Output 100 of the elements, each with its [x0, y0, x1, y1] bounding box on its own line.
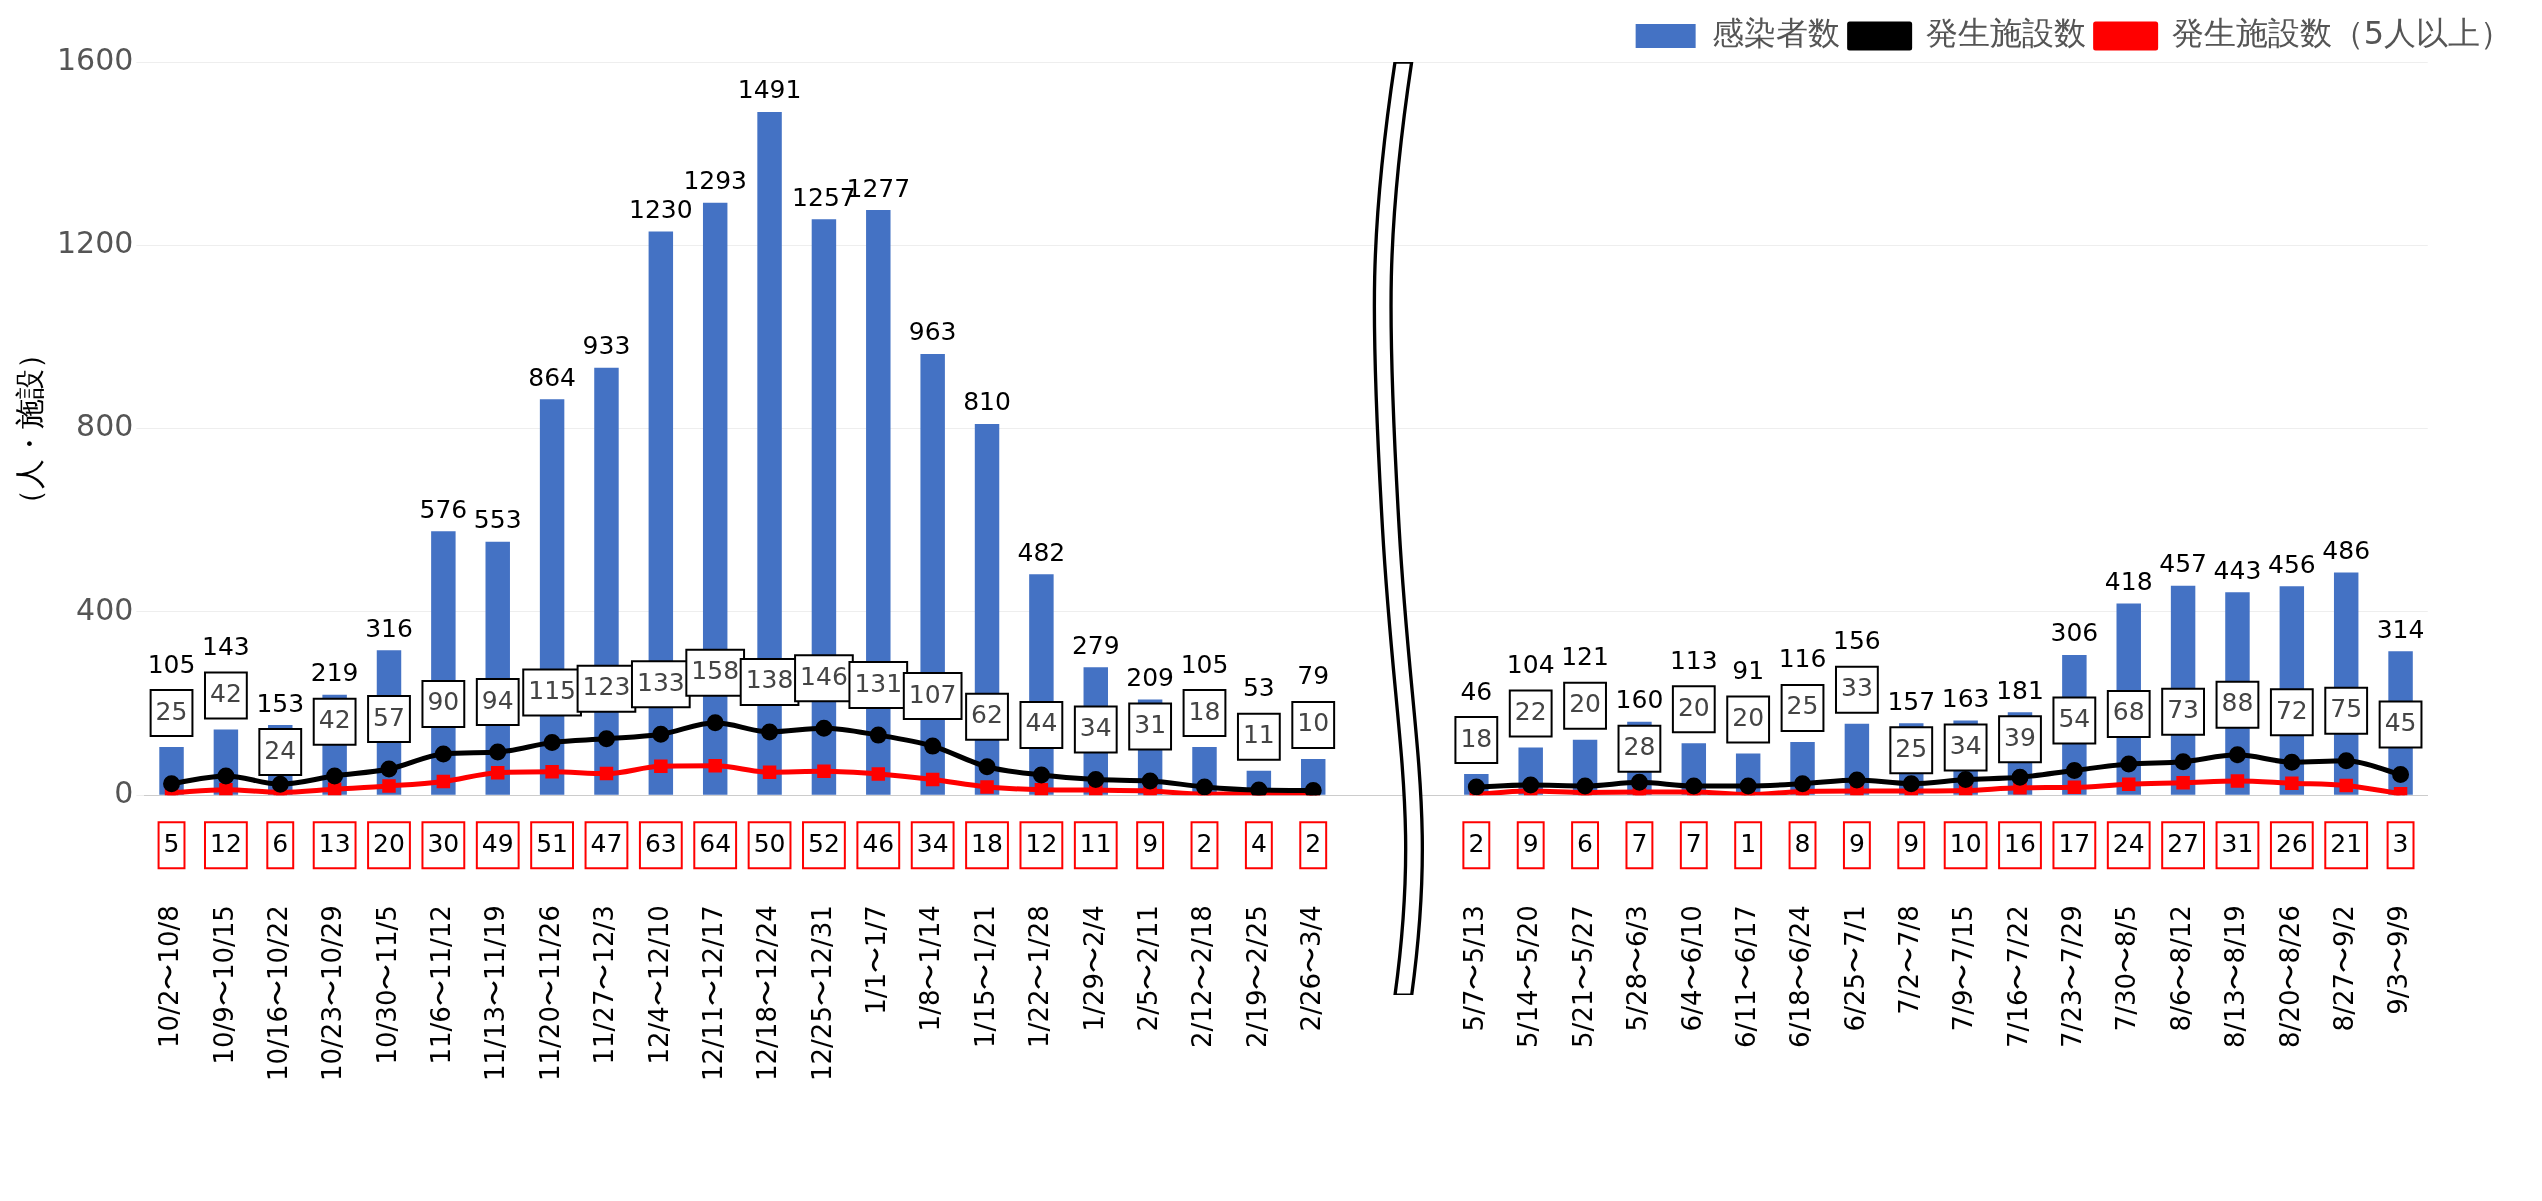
data-label: 5 — [163, 828, 180, 858]
x-tick-label: 8/13〜8/19 — [2220, 905, 2251, 1048]
x-tick-label: 6/4〜6/10 — [1676, 905, 1707, 1032]
data-label: 115 — [528, 675, 576, 705]
data-label: 209 — [1126, 662, 1174, 692]
x-tick-label: 6/25〜7/1 — [1839, 905, 1870, 1032]
data-label: 105 — [1180, 649, 1229, 679]
data-label: 163 — [1941, 683, 1990, 713]
legend-label: 発生施設数 — [1925, 14, 2086, 53]
x-tick-label: 10/16〜10/22 — [263, 905, 294, 1081]
x-tick-label: 12/18〜12/24 — [752, 905, 783, 1081]
data-label: 6 — [272, 828, 289, 858]
legend-label: 発生施設数（5人以上） — [2171, 14, 2512, 53]
data-label: 73 — [2167, 695, 2199, 725]
x-tick-label: 6/11〜6/17 — [1730, 905, 1761, 1048]
data-label: 49 — [481, 828, 514, 858]
data-label: 9 — [1142, 828, 1159, 858]
data-label: 34 — [1079, 713, 1112, 743]
data-label: 53 — [1242, 673, 1275, 703]
data-label: 25 — [1895, 733, 1928, 763]
data-label: 20 — [1677, 692, 1710, 722]
data-label: 146 — [800, 661, 848, 691]
y-tick-label: 1600 — [56, 41, 134, 77]
data-label: 1491 — [737, 75, 802, 105]
data-label: 107 — [908, 679, 957, 709]
x-tick-label: 1/29〜2/4 — [1078, 905, 1109, 1032]
data-label: 279 — [1071, 630, 1120, 660]
x-tick-label: 8/20〜8/26 — [2274, 905, 2305, 1048]
data-label: 72 — [2275, 695, 2308, 725]
data-label: 88 — [2221, 688, 2254, 718]
x-tick-label: 1/15〜1/21 — [969, 905, 1000, 1048]
data-label: 94 — [481, 685, 514, 715]
x-tick-label: 10/2〜10/8 — [154, 905, 185, 1048]
x-tick-label: 5/7〜5/13 — [1459, 905, 1490, 1032]
data-label: 46 — [1460, 676, 1493, 706]
y-tick-label: 400 — [76, 591, 134, 627]
x-tick-label: 8/27〜9/2 — [2328, 905, 2359, 1032]
data-label: 3 — [2392, 828, 2409, 858]
data-label: 42 — [209, 679, 242, 709]
data-label: 113 — [1669, 645, 1718, 675]
data-label: 158 — [691, 656, 740, 686]
data-label: 933 — [582, 331, 631, 361]
data-label: 2 — [1468, 828, 1485, 858]
x-tick-label: 2/26〜3/4 — [1295, 905, 1326, 1032]
data-label: 1293 — [683, 166, 748, 196]
data-label: 64 — [699, 828, 732, 858]
x-tick-label: 10/30〜11/5 — [371, 905, 402, 1065]
data-label: 457 — [2159, 549, 2207, 579]
data-label: 2 — [1196, 828, 1213, 858]
x-tick-label: 9/3〜9/9 — [2383, 905, 2414, 1015]
data-label: 62 — [971, 700, 1003, 730]
data-label: 27 — [2167, 828, 2199, 858]
data-label: 133 — [636, 667, 685, 697]
data-label: 306 — [2050, 618, 2099, 648]
data-label: 17 — [2058, 828, 2091, 858]
data-label: 576 — [419, 494, 468, 524]
data-label: 18 — [971, 828, 1003, 858]
data-label: 181 — [1996, 675, 2044, 705]
data-label: 22 — [1514, 696, 1547, 726]
data-label: 138 — [745, 665, 794, 695]
data-label: 25 — [1786, 691, 1819, 721]
data-label: 219 — [310, 658, 359, 688]
data-label: 79 — [1297, 661, 1330, 691]
x-tick-label: 5/14〜5/20 — [1513, 905, 1544, 1048]
x-tick-label: 12/4〜12/10 — [643, 905, 674, 1065]
data-label: 443 — [2213, 555, 2262, 585]
data-label: 7 — [1685, 828, 1702, 858]
data-label: 314 — [2376, 614, 2425, 644]
x-tick-label: 7/23〜7/29 — [2057, 905, 2088, 1048]
data-label: 54 — [2058, 703, 2091, 733]
data-label: 9 — [1522, 828, 1539, 858]
data-label: 39 — [2004, 722, 2036, 752]
data-label: 50 — [753, 828, 786, 858]
x-tick-label: 1/8〜1/14 — [915, 905, 946, 1032]
y-tick-label: 1200 — [56, 225, 134, 261]
data-label: 160 — [1615, 685, 1664, 715]
data-label: 418 — [2104, 567, 2153, 597]
data-label: 16 — [2004, 828, 2036, 858]
data-label: 31 — [2221, 828, 2254, 858]
data-label: 33 — [1840, 673, 1873, 703]
x-tick-label: 1/1〜1/7 — [861, 905, 892, 1015]
data-label: 30 — [427, 828, 460, 858]
data-label: 28 — [1623, 732, 1656, 762]
data-label: 44 — [1025, 708, 1058, 738]
x-tick-label: 2/5〜2/11 — [1132, 905, 1163, 1032]
x-tick-label: 11/20〜11/26 — [534, 905, 565, 1081]
data-label: 157 — [1887, 686, 1936, 716]
data-label: 1 — [1740, 828, 1757, 858]
data-label: 34 — [916, 828, 949, 858]
data-label: 34 — [1949, 730, 1982, 760]
data-label: 51 — [536, 828, 568, 858]
data-label: 75 — [2330, 694, 2363, 724]
data-label: 11 — [1079, 828, 1112, 858]
x-tick-label: 11/13〜11/19 — [480, 905, 511, 1081]
data-label: 21 — [2330, 828, 2363, 858]
data-label: 9 — [1848, 828, 1865, 858]
x-tick-label: 7/9〜7/15 — [1948, 905, 1979, 1032]
data-label: 11 — [1242, 720, 1275, 750]
legend-label: 感染者数 — [1711, 14, 1840, 53]
data-label: 156 — [1833, 626, 1881, 656]
